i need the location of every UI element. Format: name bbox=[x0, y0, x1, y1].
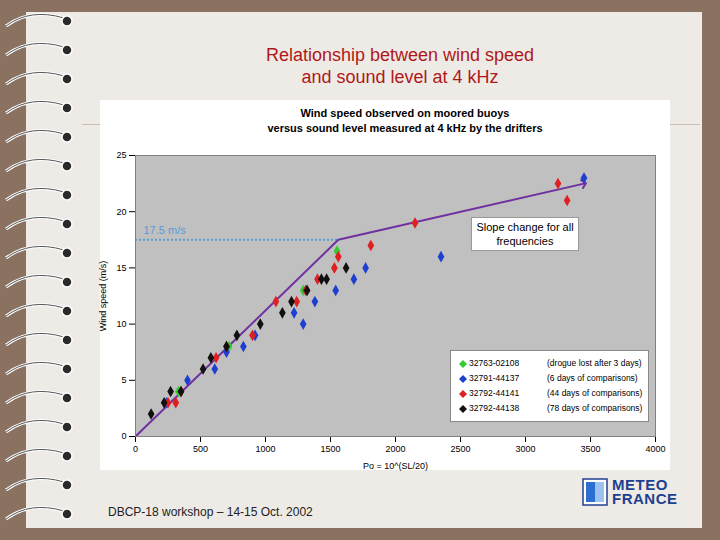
html-text:Slope change for all frequenci: Slope change for all frequencies bbox=[476, 220, 574, 247]
svg-text:15: 15 bbox=[116, 263, 126, 273]
svg-text:3000: 3000 bbox=[515, 444, 535, 454]
html-text:Wind speed observed on moored: Wind speed observed on moored buoys bbox=[300, 107, 510, 119]
svg-text:0: 0 bbox=[133, 444, 138, 454]
html-text:(6 days of comparisons): (6 days of comparisons) bbox=[547, 373, 638, 383]
html-text:METEO: METEO bbox=[612, 476, 668, 493]
html-text:(44 days of comparisons): (44 days of comparisons) bbox=[547, 388, 643, 398]
html-text:DBCP-18 workshop – 14-15 Oct.: DBCP-18 workshop – 14-15 Oct. 2002 bbox=[108, 505, 313, 519]
html-text:versus sound level measured at: versus sound level measured at 4 kHz by … bbox=[267, 122, 543, 134]
html-text:32791-44137: 32791-44137 bbox=[469, 373, 520, 383]
html-text:32763-02108: 32763-02108 bbox=[469, 358, 520, 368]
svg-text:4000: 4000 bbox=[645, 444, 665, 454]
svg-text:5: 5 bbox=[121, 375, 126, 385]
svg-text:Po = 10^(SL/20): Po = 10^(SL/20) bbox=[363, 461, 428, 471]
svg-text:0: 0 bbox=[121, 431, 126, 441]
html-text:Relationship between wind spee: Relationship between wind speed bbox=[265, 45, 535, 65]
svg-text:20: 20 bbox=[116, 207, 126, 217]
svg-text:17.5 m/s: 17.5 m/s bbox=[144, 224, 187, 236]
html-text:32792-44141: 32792-44141 bbox=[469, 388, 520, 398]
html-text:(drogue lost after 3 days): (drogue lost after 3 days) bbox=[547, 358, 642, 368]
html-text:and sound level at 4 kHz: and sound level at 4 kHz bbox=[301, 67, 499, 87]
svg-text:25: 25 bbox=[116, 150, 126, 160]
html-text:(78 days of comparisons): (78 days of comparisons) bbox=[547, 403, 643, 413]
svg-text:3500: 3500 bbox=[580, 444, 600, 454]
svg-text:1000: 1000 bbox=[255, 444, 275, 454]
svg-text:500: 500 bbox=[193, 444, 208, 454]
svg-text:10: 10 bbox=[116, 319, 126, 329]
svg-text:1500: 1500 bbox=[320, 444, 340, 454]
html-text:FRANCE: FRANCE bbox=[612, 490, 678, 507]
svg-text:2500: 2500 bbox=[450, 444, 470, 454]
svg-text:Wind speed (m/s): Wind speed (m/s) bbox=[98, 261, 108, 332]
html-text:32792-44138: 32792-44138 bbox=[469, 403, 520, 413]
svg-text:2000: 2000 bbox=[385, 444, 405, 454]
